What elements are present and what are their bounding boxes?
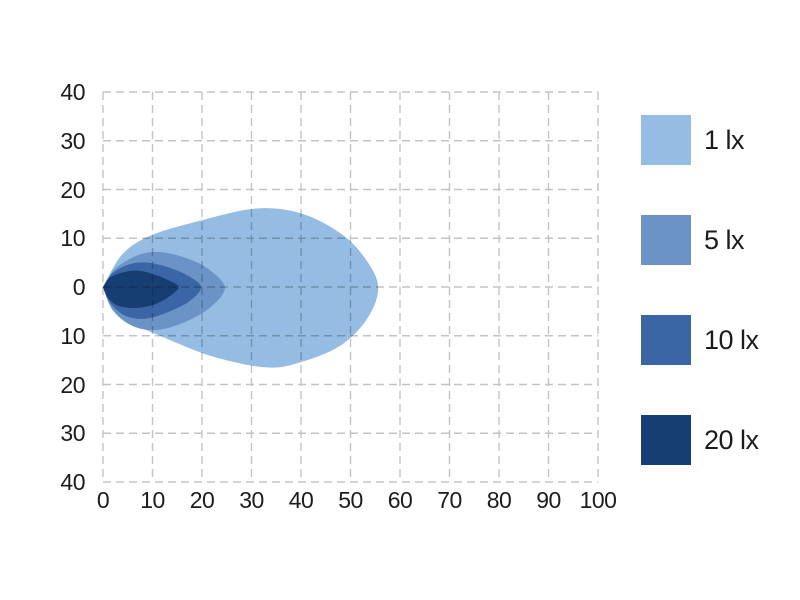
- x-tick-label: 60: [387, 487, 413, 513]
- legend-swatch-10lx: [641, 315, 691, 365]
- y-tick-label: 30: [60, 127, 85, 154]
- y-tick-label: 40: [60, 79, 85, 105]
- isolux-contours: [103, 208, 379, 368]
- legend-label-5lx: 5 lx: [704, 224, 745, 255]
- x-tick-label: 100: [579, 487, 617, 513]
- x-tick-label: 0: [96, 487, 110, 513]
- x-tick-label: 70: [437, 487, 462, 513]
- grid-lines: [102, 91, 599, 483]
- x-tick-label: 50: [338, 487, 363, 513]
- legend: 1 lx 5 lx 10 lx 20 lx: [641, 115, 759, 515]
- contour-20lx: [103, 270, 179, 309]
- x-tick-label: 80: [486, 487, 512, 513]
- legend-label-20lx: 20 lx: [704, 424, 759, 455]
- legend-label-10lx: 10 lx: [704, 324, 759, 355]
- legend-swatch-5lx: [641, 215, 691, 265]
- legend-label-1lx: 1 lx: [704, 124, 745, 155]
- y-tick-label: 0: [72, 274, 86, 300]
- y-tick-label: 30: [60, 420, 85, 447]
- legend-item-20lx: 20 lx: [641, 415, 759, 465]
- x-tick-label: 10: [140, 487, 165, 513]
- legend-swatch-20lx: [641, 415, 691, 465]
- x-tick-label: 20: [189, 487, 215, 513]
- y-tick-label: 40: [60, 469, 85, 495]
- y-tick-label: 10: [60, 225, 85, 252]
- legend-item-1lx: 1 lx: [641, 115, 759, 165]
- x-tick-label: 90: [536, 487, 561, 513]
- y-tick-label: 20: [60, 176, 85, 203]
- x-tick-label: 30: [239, 487, 264, 513]
- legend-item-10lx: 10 lx: [641, 315, 759, 365]
- contour-1lx: [103, 208, 379, 368]
- y-tick-label: 20: [60, 371, 85, 398]
- legend-swatch-1lx: [641, 115, 691, 165]
- x-tick-label: 40: [288, 487, 314, 513]
- legend-item-5lx: 5 lx: [641, 215, 759, 265]
- y-tick-label: 10: [60, 322, 85, 349]
